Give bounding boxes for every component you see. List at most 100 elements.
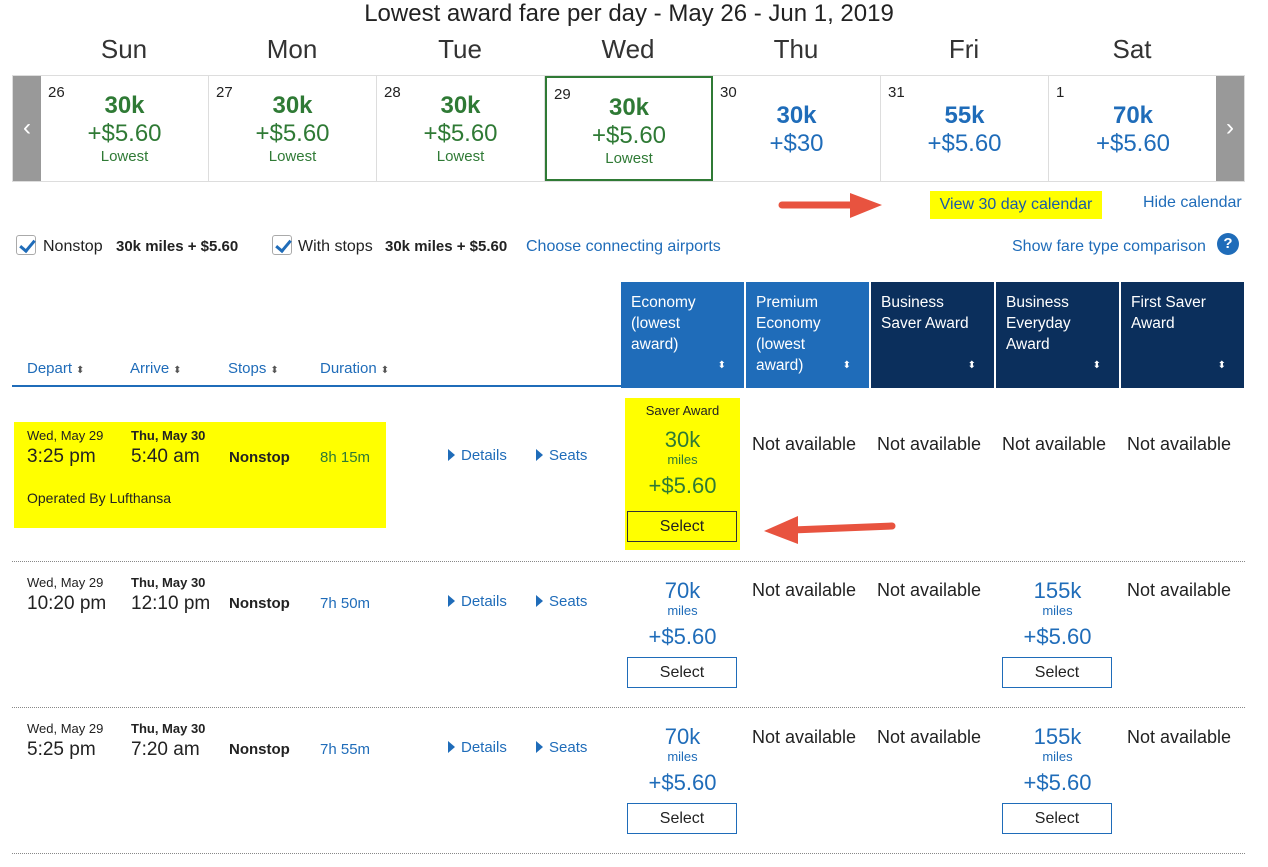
day-label-sat: Sat — [1112, 34, 1152, 64]
calendar-tag: Lowest — [436, 148, 485, 165]
duration-value: 7h 50m — [320, 595, 371, 612]
choose-connecting-airports-link[interactable]: Choose connecting airports — [526, 238, 721, 255]
sort-icon: ⬍ — [842, 360, 851, 371]
calendar-next-button[interactable]: › — [1216, 76, 1244, 181]
calendar-miles: 30k — [608, 94, 650, 121]
seats-link[interactable]: Seats — [536, 739, 587, 756]
depart-date: Wed, May 29 — [27, 428, 104, 443]
header-line: (lowest — [756, 336, 806, 353]
fare-category: Saver Award — [645, 403, 720, 418]
fare-tax: +$5.60 — [1023, 624, 1092, 649]
help-icon[interactable]: ? — [1217, 233, 1239, 255]
page-title: Lowest award fare per day - May 26 - Jun… — [364, 0, 894, 27]
economy-fare-highlight — [625, 398, 740, 550]
calendar-tax: +$5.60 — [87, 120, 162, 147]
fare-header-economy[interactable]: Economy (lowest award) ⬍ — [621, 282, 744, 388]
details-link[interactable]: Details — [448, 447, 507, 464]
details-link[interactable]: Details — [448, 593, 507, 610]
fare-miles-unit: miles — [667, 603, 698, 618]
not-available-text: Not available — [752, 580, 857, 600]
sort-stops[interactable]: Stops ⬍ — [228, 360, 279, 377]
calendar-day-26[interactable]: 26 30k +$5.60 Lowest — [41, 76, 209, 181]
calendar-tax: +$5.60 — [591, 122, 667, 149]
fare-header-business-everyday[interactable]: Business Everyday Award ⬍ — [996, 282, 1119, 388]
header-line: Economy — [631, 294, 696, 311]
nonstop-checkbox[interactable] — [16, 235, 36, 255]
calendar-day-28[interactable]: 28 30k +$5.60 Lowest — [377, 76, 545, 181]
seats-link[interactable]: Seats — [536, 593, 587, 610]
calendar-date: 30 — [720, 84, 737, 101]
fare-miles: 70k — [664, 724, 701, 749]
with-stops-checkbox[interactable] — [272, 235, 292, 255]
calendar-date: 1 — [1056, 84, 1065, 101]
calendar-day-30[interactable]: 30 30k +$30 — [713, 76, 881, 181]
select-button[interactable]: Select — [1002, 657, 1112, 688]
fare-header-first-saver[interactable]: First Saver Award ⬍ — [1121, 282, 1244, 388]
seats-label: Seats — [549, 739, 588, 756]
fare-miles-unit: miles — [1042, 603, 1073, 618]
select-button[interactable]: Select — [1002, 803, 1112, 834]
caret-right-icon — [536, 449, 543, 461]
row-divider — [12, 853, 1245, 854]
operator-text: Operated By Lufthansa — [27, 490, 171, 506]
caret-right-icon — [448, 449, 455, 461]
details-link[interactable]: Details — [448, 739, 507, 756]
calendar-tax: +$5.60 — [1095, 130, 1171, 157]
calendar-miles: 30k — [440, 92, 481, 119]
calendar-tax: +$30 — [769, 130, 824, 157]
sort-icon: ⬍ — [1217, 360, 1226, 371]
calendar-miles: 55k — [944, 102, 985, 129]
sort-duration[interactable]: Duration ⬍ — [320, 360, 389, 377]
arrive-time: 12:10 pm — [131, 593, 211, 614]
view-30-day-calendar-link[interactable]: View 30 day calendar — [930, 191, 1102, 219]
weekday-labels: Sun Mon Tue Wed Thu Fri Sat — [40, 34, 1216, 68]
details-label: Details — [461, 447, 507, 464]
calendar-prev-button[interactable]: ‹ — [13, 76, 41, 181]
day-label-tue: Tue — [438, 34, 482, 64]
stops-value: Nonstop — [229, 741, 290, 758]
header-line: Award — [1131, 315, 1175, 332]
seats-link[interactable]: Seats — [536, 447, 587, 464]
arrive-date: Thu, May 30 — [131, 721, 206, 736]
nonstop-label: Nonstop — [43, 238, 103, 255]
sort-arrive[interactable]: Arrive ⬍ — [130, 360, 182, 377]
header-line: First Saver — [1131, 294, 1206, 311]
not-available-text: Not available — [752, 727, 857, 747]
select-button[interactable]: Select — [627, 657, 737, 688]
arrive-date: Thu, May 30 — [131, 428, 206, 443]
select-button[interactable]: Select — [627, 803, 737, 834]
calendar-tag: Lowest — [268, 148, 317, 165]
nonstop-price: 30k miles + $5.60 — [116, 238, 239, 255]
calendar-miles: 70k — [1112, 102, 1154, 129]
header-line: award) — [631, 336, 679, 353]
calendar-day-29-selected[interactable]: 29 30k +$5.60 Lowest — [545, 76, 713, 181]
sort-icon: ⬍ — [967, 360, 976, 371]
depart-time: 5:25 pm — [27, 739, 96, 760]
select-button[interactable]: Select — [627, 511, 737, 542]
flight-highlight — [14, 422, 386, 528]
annotation-arrow-icon — [764, 516, 896, 544]
with-stops-price: 30k miles + $5.60 — [385, 238, 508, 255]
calendar-day-31[interactable]: 31 55k +$5.60 — [881, 76, 1049, 181]
fare-header-business-saver[interactable]: Business Saver Award ⬍ — [871, 282, 994, 388]
fare-tax: +$5.60 — [648, 624, 717, 649]
sort-icon: ⬍ — [1092, 360, 1101, 371]
header-line: (lowest — [631, 315, 681, 332]
not-available-text: Not available — [752, 434, 857, 454]
caret-right-icon — [448, 741, 455, 753]
fare-miles-unit: miles — [667, 749, 698, 764]
calendar-day-1[interactable]: 1 70k +$5.60 — [1049, 76, 1218, 181]
calendar-day-27[interactable]: 27 30k +$5.60 Lowest — [209, 76, 377, 181]
fare-miles: 70k — [664, 578, 701, 603]
calendar-tax: +$5.60 — [255, 120, 330, 147]
hide-calendar-link[interactable]: Hide calendar — [1143, 194, 1242, 211]
fare-miles: 30k — [664, 427, 701, 452]
calendar-date: 28 — [384, 84, 401, 101]
calendar-miles: 30k — [272, 92, 313, 119]
sort-depart[interactable]: Depart ⬍ — [27, 360, 84, 377]
calendar-tag: Lowest — [605, 150, 653, 167]
fare-header-premium-economy[interactable]: Premium Economy (lowest award) ⬍ — [746, 282, 869, 388]
economy-fare: 70k miles +$5.60 — [625, 579, 740, 652]
fare-type-comparison-link[interactable]: Show fare type comparison — [1012, 238, 1206, 255]
not-available-text: Not available — [1127, 434, 1232, 454]
